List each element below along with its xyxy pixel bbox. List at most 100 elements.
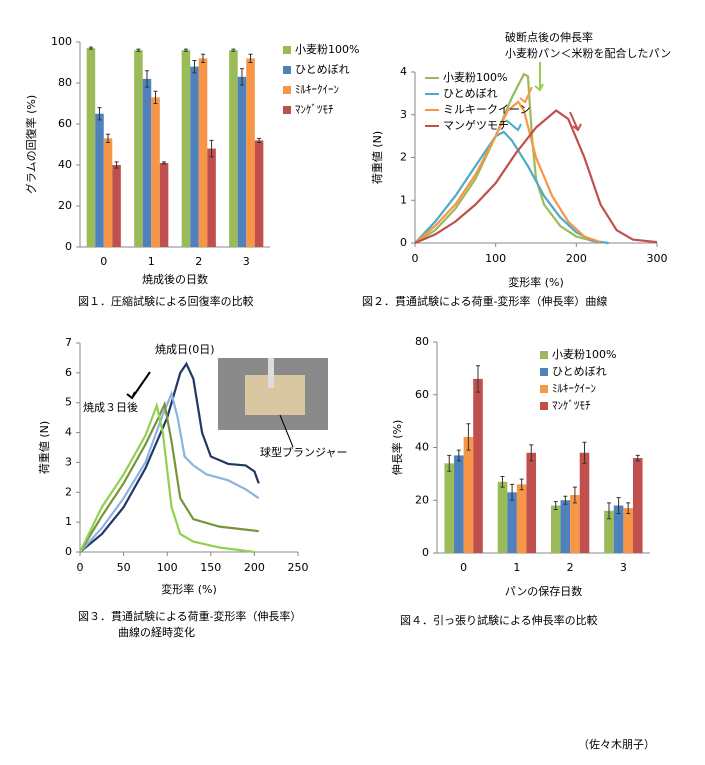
legend-swatch <box>283 46 291 54</box>
arrow <box>569 111 582 132</box>
error-bar <box>635 454 640 462</box>
y-tick-label: 80 <box>415 335 429 348</box>
bar <box>444 463 455 553</box>
bar <box>95 113 104 247</box>
legend-swatch <box>540 368 548 376</box>
x-tick-label: 3 <box>243 255 250 268</box>
bar <box>613 505 624 553</box>
bar <box>198 58 208 248</box>
x-tick-label: 50 <box>117 561 131 574</box>
x-tick-label: 1 <box>148 255 155 268</box>
arrow <box>126 371 151 400</box>
y-tick-label: 7 <box>65 336 72 349</box>
x-tick-label: 0 <box>412 252 419 265</box>
legend-label: ﾐﾙｷｰｸｲｰﾝ <box>552 382 596 395</box>
bar <box>623 508 633 553</box>
error-bar <box>88 46 93 50</box>
annotation: 焼成日(0日) <box>155 343 215 356</box>
error-bar <box>606 502 611 520</box>
error-bar <box>209 139 214 158</box>
x-axis-label: 焼成後の日数 <box>142 272 208 286</box>
x-tick-label: 200 <box>244 561 265 574</box>
legend-swatch <box>283 86 291 94</box>
y-tick-label: 5 <box>65 396 72 409</box>
x-tick-label: 100 <box>157 561 178 574</box>
error-bar <box>456 449 461 462</box>
y-tick-label: 80 <box>58 76 72 89</box>
y-tick-label: 1 <box>400 193 407 206</box>
y-tick-label: 60 <box>58 117 72 130</box>
bar <box>159 162 169 247</box>
bar <box>550 505 561 553</box>
caption: 図４．引っ張り試験による伸長率の比較 <box>400 613 598 627</box>
error-bar <box>248 53 253 63</box>
line <box>79 400 259 553</box>
legend-swatch <box>540 385 548 393</box>
annotation: 球型プランジャー <box>260 445 347 459</box>
line <box>414 130 609 245</box>
bar <box>134 50 143 248</box>
legend-label: 小麦粉100% <box>443 71 507 84</box>
y-axis-label: 荷重値 (N) <box>37 421 51 474</box>
legend-swatch <box>540 402 548 410</box>
bar <box>246 58 255 248</box>
bar <box>103 138 113 247</box>
legend-label: マンゲツモチ <box>443 119 509 132</box>
y-axis-label: グラムの回復率 (%) <box>24 95 38 194</box>
error-bar <box>563 495 568 505</box>
x-tick-label: 1 <box>513 561 520 574</box>
pointer-line <box>279 414 294 448</box>
error-bar <box>144 70 149 88</box>
y-tick-label: 20 <box>415 493 429 506</box>
legend-label: ﾏﾝｹﾞﾂﾓﾁ <box>295 103 334 116</box>
x-tick-label: 150 <box>200 561 221 574</box>
error-bar <box>466 423 471 451</box>
error-bar <box>192 59 197 74</box>
arrow <box>519 86 533 104</box>
y-tick-label: 0 <box>65 545 72 558</box>
legend-label: ﾏﾝｹﾞﾂﾓﾁ <box>552 399 591 412</box>
bar <box>526 452 537 553</box>
error-bar <box>519 478 524 491</box>
x-tick-label: 250 <box>288 561 309 574</box>
legend-label: 小麦粉100% <box>295 43 359 56</box>
error-bar <box>582 441 587 464</box>
y-tick-label: 20 <box>58 199 72 212</box>
y-tick-label: 0 <box>422 546 429 559</box>
error-bar <box>153 90 158 104</box>
x-tick-label: 100 <box>485 252 506 265</box>
bar <box>579 452 590 553</box>
y-tick-label: 0 <box>65 240 72 253</box>
error-bar <box>553 501 558 510</box>
y-tick-label: 4 <box>400 65 407 78</box>
y-tick-label: 4 <box>65 426 72 439</box>
error-bar <box>162 161 167 165</box>
bar <box>570 494 580 553</box>
annotation: 焼成３日後 <box>83 400 138 414</box>
y-tick-label: 40 <box>58 158 72 171</box>
y-tick-label: 3 <box>400 108 407 121</box>
error-bar <box>183 48 188 52</box>
error-bar <box>114 161 119 169</box>
bar <box>190 66 199 247</box>
legend-label: ひとめぼれ <box>295 63 350 76</box>
y-tick-label: 60 <box>415 388 429 401</box>
annotation: 破断点後の伸長率 <box>505 30 593 44</box>
legend-label: ひとめぼれ <box>443 87 498 100</box>
bar <box>473 378 483 553</box>
bar <box>454 455 464 553</box>
error-bar <box>500 476 505 488</box>
caption: 図３．貫通試験による荷重-変形率（伸長率） <box>78 609 301 623</box>
line <box>79 401 255 554</box>
error-bar <box>529 444 534 462</box>
y-tick-label: 0 <box>400 236 407 249</box>
caption: 曲線の経時変化 <box>118 625 195 639</box>
x-axis-label: パンの保存日数 <box>505 584 583 598</box>
bar <box>463 436 474 553</box>
bar <box>497 481 508 553</box>
arrow <box>505 119 522 132</box>
line <box>414 100 601 244</box>
error-bar <box>510 483 515 501</box>
x-tick-label: 0 <box>100 255 107 268</box>
